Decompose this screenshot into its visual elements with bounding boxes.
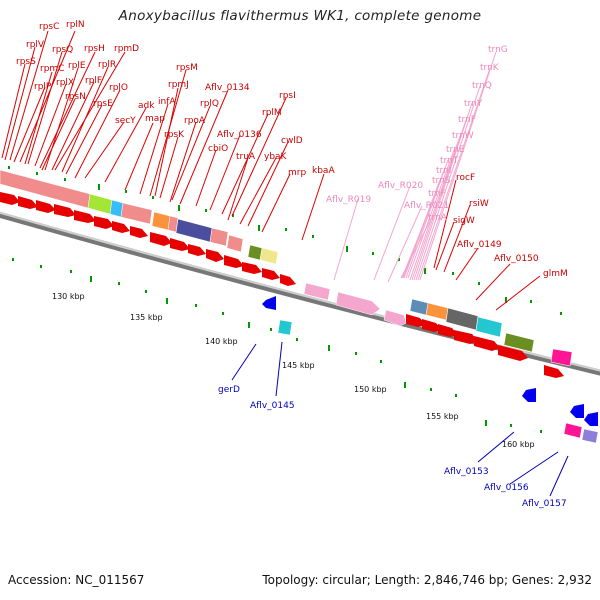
gene-label-map: map — [145, 114, 165, 124]
gene-label-cwlD: cwlD — [281, 136, 303, 146]
gene-label-rplX: rplX — [56, 78, 74, 88]
gene-label-rplM: rplM — [262, 108, 282, 118]
gene-label-rpsI: rpsI — [279, 91, 296, 101]
rna-label-trnS: trnS — [432, 176, 451, 186]
outer-tick-track — [8, 166, 562, 315]
gene-label-Aflv_0145: Aflv_0145 — [250, 401, 295, 411]
gene-label-ybaK: ybaK — [264, 152, 288, 162]
rna-label-trnK: trnK — [480, 63, 500, 73]
gene-label-mrp: mrp — [288, 168, 306, 178]
genome-backbone-highlight — [0, 211, 600, 372]
gene-label-rplP: rplP — [34, 82, 52, 92]
gene-label-rpmC: rpmC — [40, 64, 64, 74]
gene-label-cbiO: cbiO — [208, 144, 228, 154]
inner-tick-track — [12, 258, 542, 433]
gene-label-rplF: rplF — [85, 76, 102, 86]
gene-label-rocF: rocF — [456, 173, 475, 183]
gene-label-infA: infA — [158, 97, 176, 107]
tick-145: 145 kbp — [282, 361, 315, 370]
tick-160: 160 kbp — [502, 440, 535, 449]
gene-label-sigW: sigW — [453, 216, 475, 226]
gene-label-rpsH: rpsH — [84, 44, 105, 54]
gene-label-rpsC: rpsC — [39, 22, 59, 32]
rna-label-trnW: trnW — [452, 131, 474, 141]
gene-label-rpsQ: rpsQ — [52, 45, 73, 55]
gene-label-rplN: rplN — [66, 20, 85, 30]
gene-label-rplO: rplO — [109, 83, 128, 93]
gene-label-secY: secY — [115, 116, 136, 126]
forward-labels — [1, 30, 541, 311]
tick-150: 150 kbp — [354, 385, 387, 394]
reverse-label-lines — [231, 341, 569, 497]
forward-label-text: rpsC rplN rplV rpsQ rpsH rpmD rpsS rpmC … — [16, 20, 568, 279]
gene-label-Aflv_0149: Aflv_0149 — [457, 240, 502, 250]
gene-label-rpsS: rpsS — [16, 57, 36, 67]
gene-label-rplR: rplR — [98, 60, 116, 70]
gene-label-rpsM: rpsM — [176, 63, 198, 73]
gene-label-Aflv_0156: Aflv_0156 — [484, 483, 529, 493]
gene-label-rpmD: rpmD — [114, 44, 139, 54]
gene-label-rpsK: rpsK — [164, 130, 185, 140]
gene-label-rplE: rplE — [68, 61, 86, 71]
rna-label-trnQ: trnQ — [472, 81, 492, 91]
rna-label-trnY: trnY — [464, 99, 483, 109]
gene-label-adk: adk — [138, 101, 155, 111]
tick-155: 155 kbp — [426, 412, 459, 421]
gene-label-glmM: glmM — [543, 269, 568, 279]
gene-label-rsiW: rsiW — [469, 199, 489, 209]
scale-ticks: 130 kbp 135 kbp 140 kbp 145 kbp 150 kbp … — [52, 292, 535, 449]
rna-label-lines — [333, 51, 497, 283]
rna-label-trnF-1: trnF — [458, 115, 476, 125]
gene-label-rpsN: rpsN — [65, 92, 86, 102]
forward-gene-arrows — [0, 192, 564, 378]
rna-label-Aflv_R020: Aflv_R020 — [378, 181, 423, 191]
cog-track — [0, 169, 599, 444]
genome-summary: Topology: circular; Length: 2,846,746 bp… — [262, 573, 592, 587]
gene-label-rpmJ: rpmJ — [168, 80, 189, 90]
rna-blocks — [303, 282, 407, 327]
rna-label-trnG: trnG — [488, 45, 508, 55]
gene-label-Aflv_0157: Aflv_0157 — [522, 499, 567, 509]
gene-label-rpsE: rpsE — [93, 99, 113, 109]
gene-label-Aflv_0136: Aflv_0136 — [217, 130, 262, 140]
tick-130: 130 kbp — [52, 292, 85, 301]
tick-140: 140 kbp — [205, 337, 238, 346]
rna-label-trnF-2: trnF — [428, 189, 446, 199]
rna-label-Aflv_R019: Aflv_R019 — [326, 195, 371, 205]
gene-label-gerD: gerD — [218, 385, 240, 395]
rna-label-trnI: trnI — [436, 166, 451, 176]
rna-label-trnT: trnT — [440, 156, 459, 166]
gene-label-rplV: rplV — [26, 40, 45, 50]
genome-map: 130 kbp 135 kbp 140 kbp 145 kbp 150 kbp … — [0, 20, 600, 509]
reverse-label-text: gerD Aflv_0145 Aflv_0153 Aflv_0156 Aflv_… — [218, 385, 567, 509]
gene-label-rplQ: rplQ — [200, 99, 219, 109]
gene-label-kbaA: kbaA — [312, 166, 335, 176]
rna-label-trnE: trnE — [446, 145, 465, 155]
gene-label-truA: truA — [236, 152, 256, 162]
rna-label-Aflv_R021: Aflv_R021 — [404, 201, 449, 211]
reverse-gene-arrows — [262, 296, 598, 426]
rna-label-trnA: trnA — [428, 213, 448, 223]
gene-label-rpoA: rpoA — [184, 116, 206, 126]
tick-135: 135 kbp — [130, 313, 163, 322]
gene-label-Aflv_0134: Aflv_0134 — [205, 83, 250, 93]
map-title: Anoxybacillus flavithermus WK1, complete… — [118, 8, 482, 24]
accession-label: Accession: NC_011567 — [8, 573, 145, 587]
gene-label-Aflv_0153: Aflv_0153 — [444, 467, 489, 477]
gene-label-Aflv_0150: Aflv_0150 — [494, 254, 539, 264]
rna-label-text: trnG trnK trnQ trnY trnF trnW trnE trnT … — [326, 45, 508, 223]
